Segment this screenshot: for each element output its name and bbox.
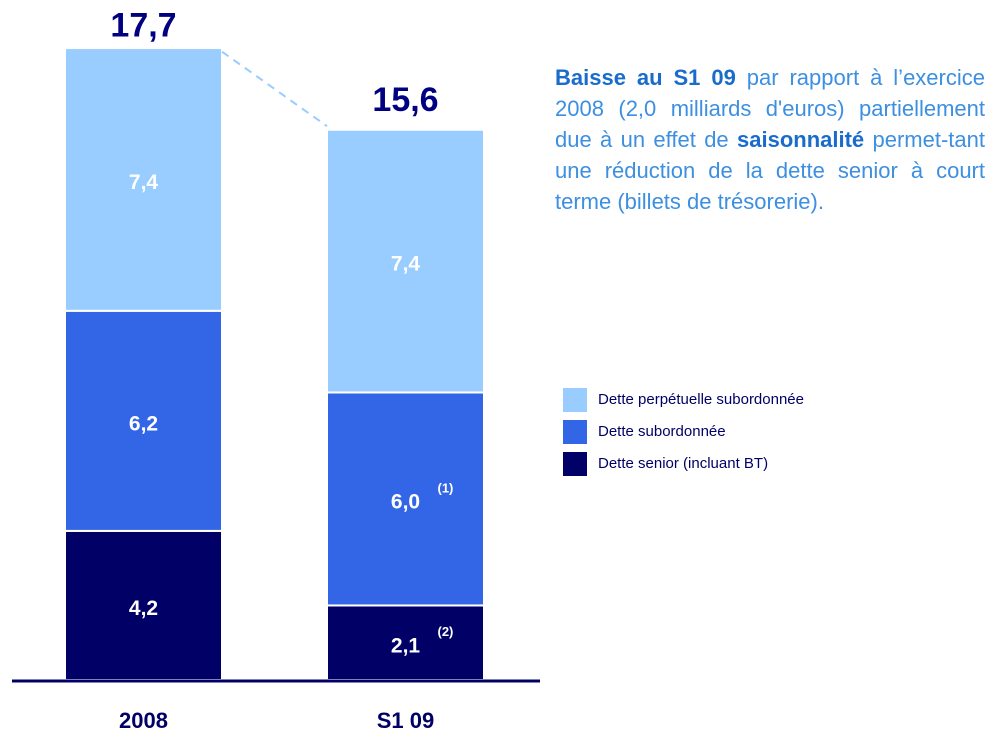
x-tick-label: 2008 xyxy=(119,708,168,733)
total-label: 15,6 xyxy=(372,81,438,119)
footnote: (1) xyxy=(438,480,454,495)
value-label: 7,4 xyxy=(129,171,159,194)
bar-segment xyxy=(326,604,485,682)
description-text: permet-tant une réduction de la dette se… xyxy=(555,127,986,214)
bar-segment xyxy=(64,309,223,532)
bar-segment xyxy=(326,128,485,394)
legend-swatch xyxy=(563,420,587,444)
value-label: 2,1 xyxy=(391,634,421,657)
description: Baisse au S1 09 par rapport à l’exercice… xyxy=(555,62,985,217)
x-tick-label: S1 09 xyxy=(377,708,435,733)
description-text: par rapport à l’exercice 2008 (2,0 milli… xyxy=(555,65,985,152)
legend-label: Dette perpétuelle subordonnée xyxy=(598,391,804,408)
description-bold: saisonnalité xyxy=(737,127,865,152)
legend-swatch xyxy=(563,388,587,412)
legend-label: Dette senior (incluant BT) xyxy=(598,455,768,472)
description-bold: Baisse au S1 09 xyxy=(555,65,736,90)
value-label: 7,4 xyxy=(391,253,421,276)
bar-segment xyxy=(326,391,485,607)
value-label: 6,2 xyxy=(129,412,158,435)
bar-segment xyxy=(64,47,223,312)
value-label: 6,0 xyxy=(391,490,420,513)
bar-segment xyxy=(64,529,223,682)
legend-label: Dette subordonnée xyxy=(598,423,726,440)
total-label: 17,7 xyxy=(110,7,176,45)
footnote: (2) xyxy=(438,624,454,639)
value-label: 4,2 xyxy=(129,597,158,620)
connector xyxy=(221,50,328,128)
legend-swatch xyxy=(563,452,587,476)
